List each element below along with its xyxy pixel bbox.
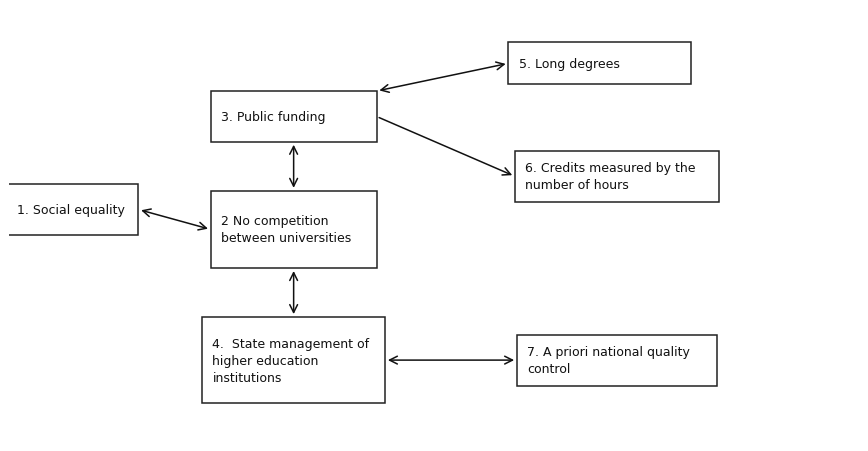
Text: 7. A priori national quality
control: 7. A priori national quality control [527,345,690,375]
Bar [515,152,719,202]
Text: 5. Long degrees: 5. Long degrees [519,58,620,71]
Text: 2 No competition
between universities: 2 No competition between universities [221,215,352,245]
Text: 3. Public funding: 3. Public funding [221,111,326,124]
Bar [211,191,377,269]
Bar [211,92,377,143]
Text: 4.  State management of
higher education
institutions: 4. State management of higher education … [213,337,370,384]
Bar [517,335,717,386]
Bar [202,317,385,403]
Text: 1. Social equality: 1. Social equality [16,203,125,216]
Text: 6. Credits measured by the
number of hours: 6. Credits measured by the number of hou… [525,162,695,192]
Bar [509,43,691,85]
Bar [7,184,138,235]
